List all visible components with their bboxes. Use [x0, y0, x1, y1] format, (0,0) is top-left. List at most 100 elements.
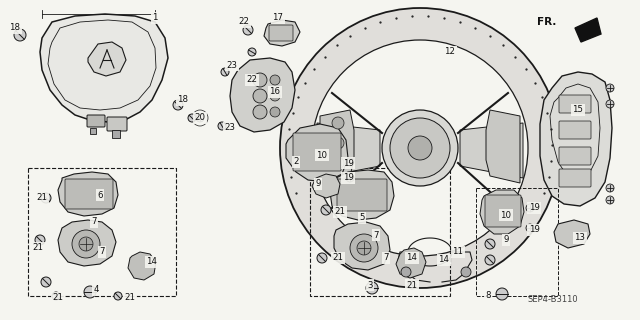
Bar — [90, 128, 96, 134]
Circle shape — [270, 91, 280, 101]
Text: 7: 7 — [92, 218, 97, 227]
Polygon shape — [230, 58, 295, 132]
Text: 19: 19 — [342, 158, 353, 167]
Circle shape — [317, 253, 327, 263]
Circle shape — [461, 267, 471, 277]
Text: 19: 19 — [529, 204, 540, 212]
Circle shape — [408, 281, 416, 289]
Polygon shape — [317, 123, 380, 178]
Circle shape — [332, 117, 344, 129]
FancyBboxPatch shape — [485, 195, 521, 227]
Polygon shape — [312, 174, 340, 198]
Circle shape — [280, 8, 560, 288]
Circle shape — [14, 29, 26, 41]
Text: 14: 14 — [147, 258, 157, 267]
FancyBboxPatch shape — [559, 121, 591, 139]
Polygon shape — [40, 14, 168, 122]
Circle shape — [350, 234, 378, 262]
Circle shape — [196, 114, 204, 122]
Circle shape — [346, 158, 354, 166]
Circle shape — [357, 241, 371, 255]
Text: 17: 17 — [273, 13, 284, 22]
Circle shape — [485, 239, 495, 249]
Text: 10: 10 — [500, 211, 511, 220]
Circle shape — [312, 40, 528, 256]
Polygon shape — [540, 72, 612, 206]
Circle shape — [188, 114, 196, 122]
Polygon shape — [396, 248, 426, 278]
Circle shape — [221, 68, 229, 76]
FancyBboxPatch shape — [65, 179, 113, 209]
Text: 16: 16 — [269, 87, 280, 97]
Circle shape — [390, 118, 450, 178]
Circle shape — [496, 288, 508, 300]
Circle shape — [401, 267, 411, 277]
Polygon shape — [88, 42, 126, 76]
Circle shape — [526, 224, 534, 232]
Text: 7: 7 — [373, 230, 379, 239]
Circle shape — [382, 110, 458, 186]
Text: 1: 1 — [152, 13, 157, 22]
Text: 2: 2 — [293, 157, 299, 166]
Circle shape — [332, 137, 344, 149]
Text: 6: 6 — [97, 190, 103, 199]
Text: 21: 21 — [335, 207, 346, 217]
Polygon shape — [486, 110, 520, 183]
Circle shape — [253, 89, 267, 103]
Text: 23: 23 — [225, 124, 236, 132]
Text: FR.: FR. — [536, 17, 556, 27]
Text: 23: 23 — [227, 60, 237, 69]
FancyBboxPatch shape — [559, 95, 591, 113]
Text: 21: 21 — [406, 281, 417, 290]
Polygon shape — [58, 220, 116, 266]
Text: 20: 20 — [195, 114, 205, 123]
Polygon shape — [264, 20, 300, 46]
Text: 5: 5 — [359, 213, 365, 222]
Bar — [310, 168, 450, 296]
Circle shape — [114, 292, 122, 300]
Text: 12: 12 — [445, 47, 456, 57]
FancyBboxPatch shape — [559, 169, 591, 187]
Circle shape — [253, 105, 267, 119]
Text: 7: 7 — [383, 253, 388, 262]
Polygon shape — [58, 172, 118, 216]
Circle shape — [332, 157, 344, 169]
Text: 4: 4 — [93, 285, 99, 294]
Text: 19: 19 — [342, 173, 353, 182]
Text: 22: 22 — [239, 18, 250, 27]
Circle shape — [243, 25, 253, 35]
Polygon shape — [286, 124, 348, 182]
Text: 13: 13 — [575, 234, 586, 243]
Text: 8: 8 — [485, 291, 491, 300]
Circle shape — [321, 205, 331, 215]
Text: SEP4-B3110: SEP4-B3110 — [528, 295, 579, 305]
Polygon shape — [575, 18, 601, 42]
Bar — [112, 130, 120, 138]
Circle shape — [173, 100, 183, 110]
FancyBboxPatch shape — [107, 117, 127, 131]
Circle shape — [248, 48, 256, 56]
Circle shape — [606, 84, 614, 92]
FancyBboxPatch shape — [87, 115, 105, 127]
Polygon shape — [330, 170, 394, 220]
Circle shape — [52, 292, 60, 300]
FancyBboxPatch shape — [269, 25, 293, 41]
Circle shape — [408, 136, 432, 160]
Text: 21: 21 — [52, 293, 63, 302]
Text: 7: 7 — [99, 247, 105, 257]
Text: 14: 14 — [406, 253, 417, 262]
Circle shape — [485, 255, 495, 265]
Circle shape — [526, 204, 534, 212]
Circle shape — [366, 282, 378, 294]
Circle shape — [270, 75, 280, 85]
Bar — [476, 188, 558, 296]
Circle shape — [606, 100, 614, 108]
Circle shape — [79, 237, 93, 251]
Text: 18: 18 — [10, 23, 20, 33]
Circle shape — [606, 196, 614, 204]
Text: 11: 11 — [452, 247, 463, 257]
Circle shape — [41, 277, 51, 287]
Text: 9: 9 — [316, 180, 321, 188]
Text: 10: 10 — [317, 150, 328, 159]
Circle shape — [253, 73, 267, 87]
